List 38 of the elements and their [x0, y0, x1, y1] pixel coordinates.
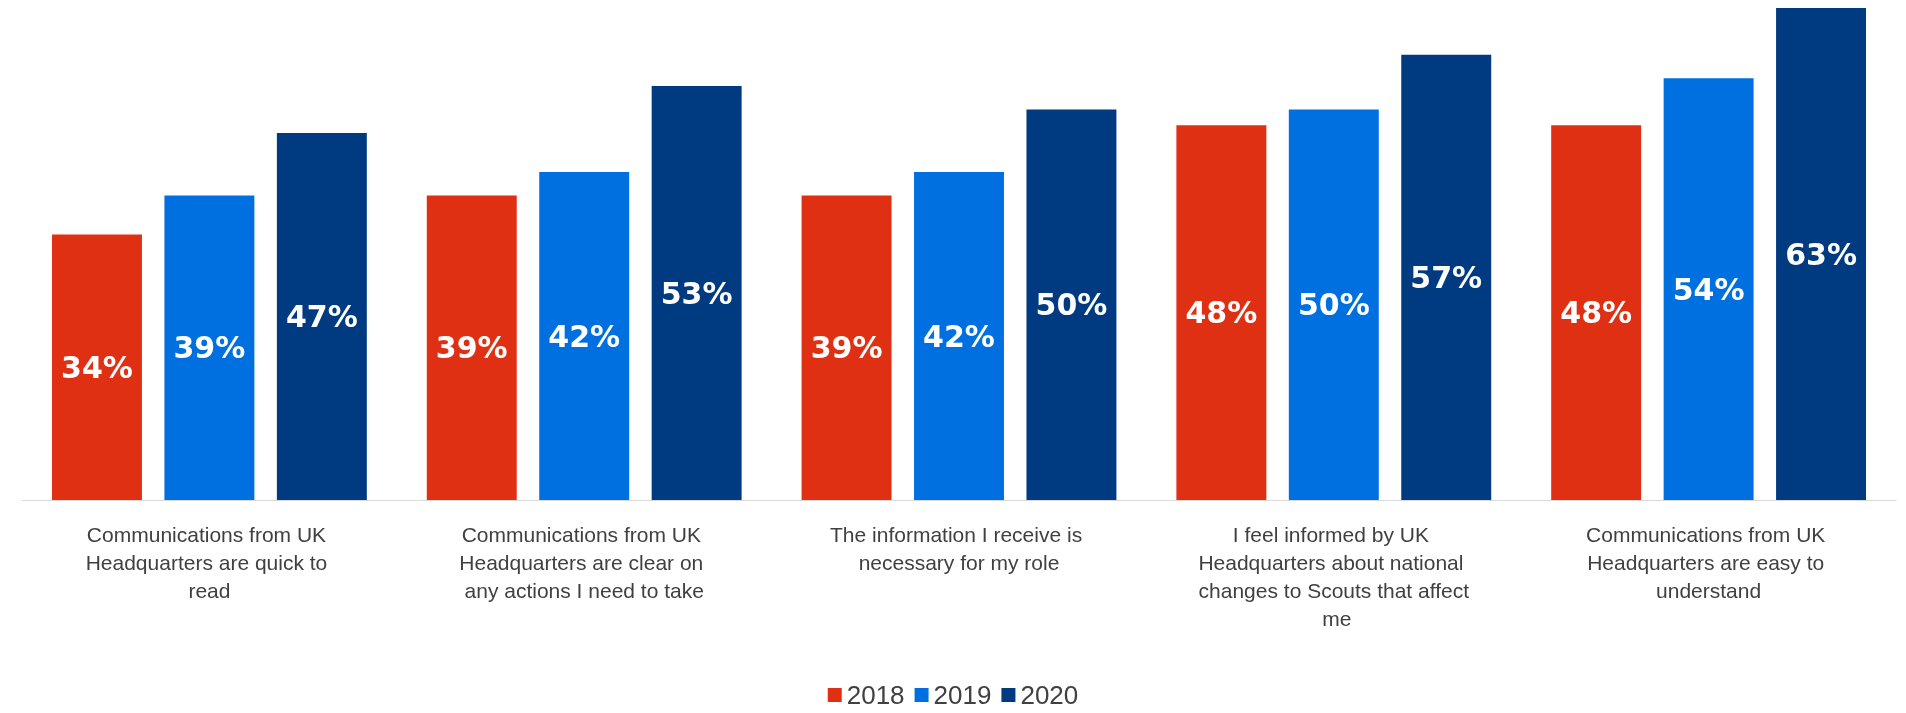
data-label: 48%	[1185, 295, 1258, 331]
bar	[1026, 109, 1117, 500]
data-label: 48%	[1560, 295, 1633, 331]
x-tick-label: I feel informed by UK Headquarters about national changes to Scouts that affect me	[1198, 522, 1470, 630]
data-label: 57%	[1410, 259, 1483, 295]
legend-label: 2019	[933, 680, 992, 710]
data-label: 42%	[548, 318, 621, 354]
data-label: 39%	[173, 330, 246, 366]
bar	[539, 172, 630, 500]
legend-label: 2020	[1020, 680, 1079, 710]
bar	[1288, 109, 1379, 500]
x-tick-label: Communications from UK Headquarters are quick to read	[85, 522, 334, 602]
bar	[426, 195, 517, 500]
bar	[1551, 125, 1642, 500]
bar	[276, 132, 367, 500]
data-label: 53%	[660, 275, 733, 311]
data-label: 50%	[1035, 287, 1108, 323]
data-label: 42%	[923, 318, 995, 354]
bar	[164, 195, 255, 500]
bar	[1401, 54, 1492, 500]
bar	[1776, 8, 1867, 500]
data-label: 50%	[1297, 287, 1370, 323]
bar	[651, 86, 742, 500]
data-label: 39%	[810, 330, 883, 366]
bar	[1663, 78, 1754, 500]
legend-label: 2018	[846, 680, 905, 710]
data-label: 47%	[285, 298, 358, 334]
bar	[51, 234, 142, 500]
data-label: 34%	[61, 349, 133, 385]
x-tick-label: Communications from UK Headquarters are easy to understand	[1586, 522, 1832, 602]
data-label: 54%	[1672, 271, 1745, 307]
x-tick-label: Communications from UK Headquarters are clear on any actions I need to take	[459, 522, 710, 602]
x-tick-label: The information I receive is necessary for my role	[830, 522, 1088, 574]
bar	[801, 195, 892, 500]
bar	[1176, 125, 1267, 500]
bar	[914, 172, 1004, 500]
data-label: 63%	[1785, 236, 1857, 272]
data-label: 39%	[435, 330, 508, 366]
